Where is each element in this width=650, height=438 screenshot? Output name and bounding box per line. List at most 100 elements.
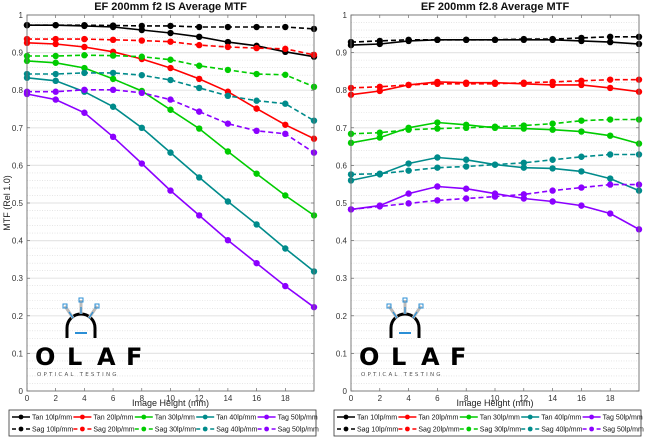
legend-label: Sag 40lp/mm xyxy=(541,427,582,434)
series-sag-10lp-mm xyxy=(23,21,318,33)
y-tick-label: 0.1 xyxy=(12,349,24,358)
data-point xyxy=(167,22,174,30)
logo-letter: L xyxy=(67,343,82,371)
data-point xyxy=(81,86,88,94)
y-tick-label: 0.8 xyxy=(336,86,348,95)
legend-marker xyxy=(589,426,594,432)
data-point xyxy=(224,43,232,51)
series-tan-30lp-mm xyxy=(23,57,318,219)
data-point xyxy=(434,164,441,171)
data-point xyxy=(52,70,59,78)
data-point xyxy=(376,134,383,141)
legend-label: Tan 40lp/mm xyxy=(216,415,256,422)
legend-item: Sag 50lp/mm xyxy=(582,426,644,434)
data-point xyxy=(167,96,174,103)
data-point xyxy=(520,191,527,198)
data-point xyxy=(549,187,556,194)
logo-ray-tip xyxy=(386,303,392,309)
data-point xyxy=(607,84,614,92)
data-point xyxy=(253,127,260,135)
legend-label: Sag 20lp/mm xyxy=(418,427,459,434)
logo-letter: A xyxy=(97,343,116,371)
logo-letter: F xyxy=(450,343,466,371)
legend-marker xyxy=(264,414,269,420)
y-tick-label: 0.4 xyxy=(12,237,24,246)
y-tick-label: 0.3 xyxy=(336,274,348,283)
data-point xyxy=(376,83,383,91)
data-point xyxy=(52,35,59,43)
data-point xyxy=(253,97,260,104)
legend-label: Sag 50lp/mm xyxy=(603,427,644,434)
axes-frame xyxy=(350,14,640,392)
data-point xyxy=(491,80,499,88)
legend-box xyxy=(8,409,317,437)
legend-marker xyxy=(18,426,24,432)
data-point xyxy=(109,86,117,94)
logo-letter: F xyxy=(126,343,142,371)
y-tick-label: 0.1 xyxy=(336,349,348,358)
data-point xyxy=(282,282,289,290)
legend-marker xyxy=(527,426,533,432)
data-point xyxy=(607,210,614,217)
data-point xyxy=(282,71,289,78)
x-tick-label: 4 xyxy=(82,394,87,403)
data-point xyxy=(520,79,527,86)
data-point xyxy=(578,153,585,160)
data-point xyxy=(607,38,614,46)
data-point xyxy=(463,156,470,163)
data-point xyxy=(491,36,499,44)
chart-title: EF 200mm f2.8 Average MTF xyxy=(421,1,570,13)
legend-marker xyxy=(343,414,349,420)
chart-title: EF 200mm f2 IS Average MTF xyxy=(94,1,247,13)
data-point xyxy=(109,133,117,141)
data-point xyxy=(607,175,614,182)
data-point xyxy=(253,23,260,31)
legend-label: Sag 20lp/mm xyxy=(93,427,134,434)
series-line xyxy=(27,54,315,88)
legend-marker xyxy=(589,414,594,420)
legend-item: Tag 50lp/mm xyxy=(582,414,643,422)
data-point xyxy=(52,88,59,95)
data-point xyxy=(463,185,470,192)
data-point xyxy=(434,154,441,161)
data-point xyxy=(196,41,203,49)
data-point xyxy=(607,181,614,188)
data-point xyxy=(282,45,289,53)
x-tick-label: 18 xyxy=(281,394,290,403)
data-point xyxy=(491,123,499,130)
legend-label: Tan 10lp/mm xyxy=(32,415,72,422)
data-point xyxy=(405,81,412,89)
legend-item: Sag 10lp/mm xyxy=(337,427,398,434)
legend: Tan 10lp/mm Sag 10lp/mm Tan 20lp/mm Sag 20l… xyxy=(8,409,319,437)
data-point xyxy=(282,121,289,128)
legend-marker xyxy=(527,414,533,420)
data-point xyxy=(167,149,174,156)
data-point xyxy=(109,52,117,59)
data-point xyxy=(138,22,145,30)
data-point xyxy=(463,80,470,88)
series-sag-10lp-mm xyxy=(347,33,643,46)
logo-letter: O xyxy=(359,343,379,371)
legend-marker xyxy=(264,426,269,432)
data-point xyxy=(224,237,232,244)
logo-ray-tip xyxy=(402,297,408,303)
data-point xyxy=(253,44,260,52)
data-point xyxy=(224,38,232,46)
logo-letter: L xyxy=(391,343,406,371)
data-point xyxy=(109,69,117,77)
x-tick-label: 16 xyxy=(252,394,261,403)
x-tick-label: 16 xyxy=(577,394,586,403)
data-point xyxy=(224,198,232,205)
data-point xyxy=(549,156,556,163)
y-tick-label: 0.6 xyxy=(336,161,348,170)
data-point xyxy=(224,120,232,127)
data-point xyxy=(224,66,232,74)
y-tick-label: 0.7 xyxy=(12,124,24,133)
x-tick-label: 2 xyxy=(53,394,58,403)
data-point xyxy=(167,64,174,72)
olaf-logo: O L A F OPTICAL TESTING xyxy=(35,297,142,378)
legend-marker xyxy=(80,426,85,432)
legend-label: Sag 40lp/mm xyxy=(216,427,257,434)
legend-label: Tan 20lp/mm xyxy=(93,415,133,422)
legend-item: Tan 10lp/mm xyxy=(12,415,72,422)
